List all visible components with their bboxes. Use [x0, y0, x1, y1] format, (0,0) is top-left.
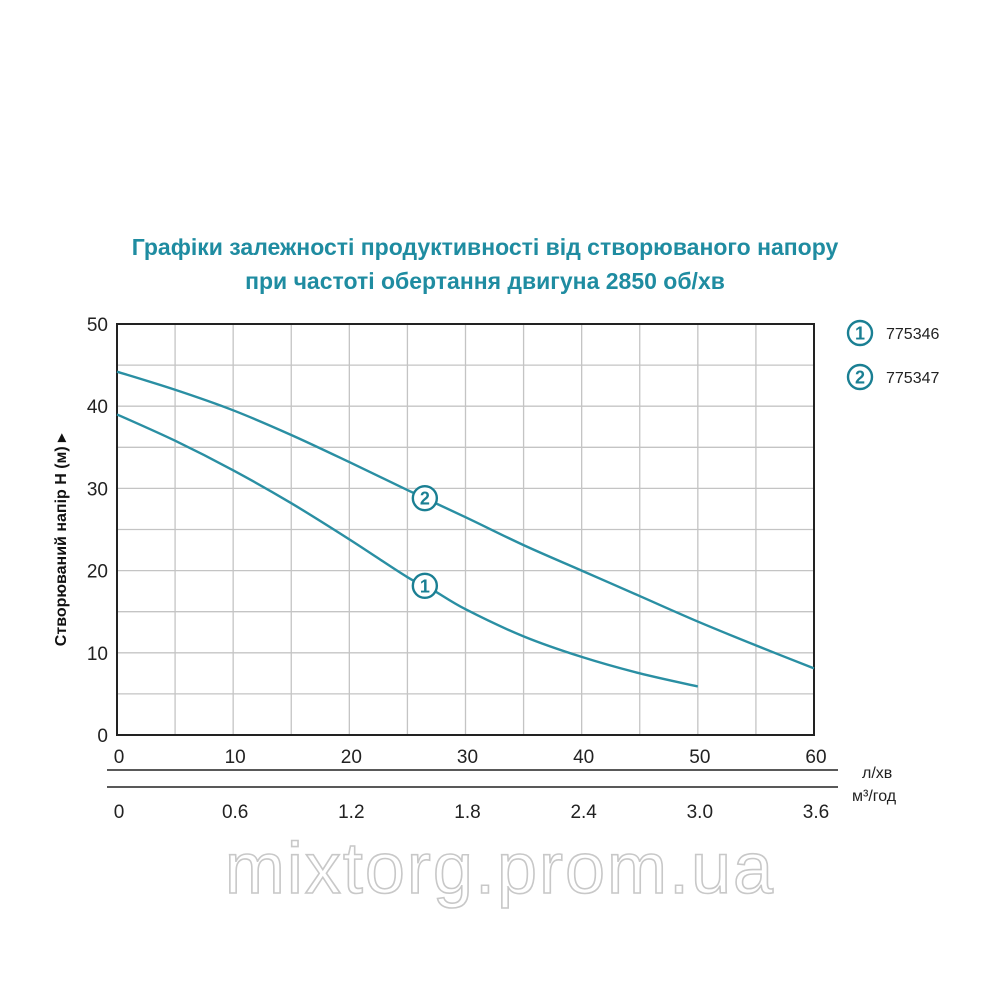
legend-circle — [846, 319, 874, 347]
x-unit-primary: л/хв — [862, 765, 892, 782]
plot-frame — [116, 323, 815, 736]
y-tick-label: 40 — [87, 397, 108, 418]
legend-text: 775347 — [886, 370, 939, 387]
x2-tick-label: 3.6 — [803, 802, 829, 823]
x2-tick-label: 3.0 — [687, 802, 713, 823]
grid — [117, 324, 814, 735]
x-unit-secondary: м³/год — [852, 788, 897, 805]
x-tick-label: 60 — [805, 747, 826, 768]
y-axis-label: Створюваний напір Н (м) ▸ — [53, 433, 70, 646]
x-tick-label: 30 — [457, 747, 478, 768]
x2-tick-label: 1.8 — [454, 802, 480, 823]
legend-circle — [846, 363, 874, 391]
y-tick-label: 30 — [87, 479, 108, 500]
x2-tick-label: 2.4 — [570, 802, 597, 823]
chart-title-line-1: Графіки залежності продуктивності від ст… — [132, 234, 839, 260]
x2-tick-label: 0.6 — [222, 802, 248, 823]
legend-number: 1 — [855, 324, 865, 344]
y-tick-label: 50 — [87, 315, 108, 336]
series-marker-circle — [411, 572, 439, 600]
x2-ticks: 0 0.6 1.2 1.8 2.4 3.0 3.6 — [114, 802, 830, 823]
series-line-2 — [116, 370, 815, 670]
legend-text: 775346 — [886, 326, 939, 343]
y-tick-label: 0 — [97, 726, 108, 747]
series-markers: 12 — [411, 484, 439, 600]
x-tick-label: 50 — [689, 747, 710, 768]
x-tick-label: 40 — [573, 747, 594, 768]
legend: 1 775346 2 775347 — [846, 319, 939, 391]
x-ticks: 0 10 20 30 40 50 60 — [114, 747, 827, 768]
chart-title-line-2: при частоті обертання двигуна 2850 об/хв — [245, 268, 725, 294]
legend-number: 2 — [855, 368, 865, 388]
watermark: mixtorg.prom.ua — [225, 829, 775, 909]
y-tick-label: 10 — [87, 644, 108, 665]
y-ticks: 0 10 20 30 40 50 — [87, 315, 108, 747]
y-tick-label: 20 — [87, 562, 108, 583]
series-marker-circle — [411, 484, 439, 512]
x-tick-label: 10 — [225, 747, 246, 768]
x2-tick-label: 1.2 — [338, 802, 364, 823]
x-tick-label: 20 — [341, 747, 362, 768]
x-tick-label: 0 — [114, 747, 125, 768]
x2-tick-label: 0 — [114, 802, 125, 823]
series-marker-label: 2 — [420, 489, 430, 509]
series-marker-label: 1 — [420, 576, 430, 596]
